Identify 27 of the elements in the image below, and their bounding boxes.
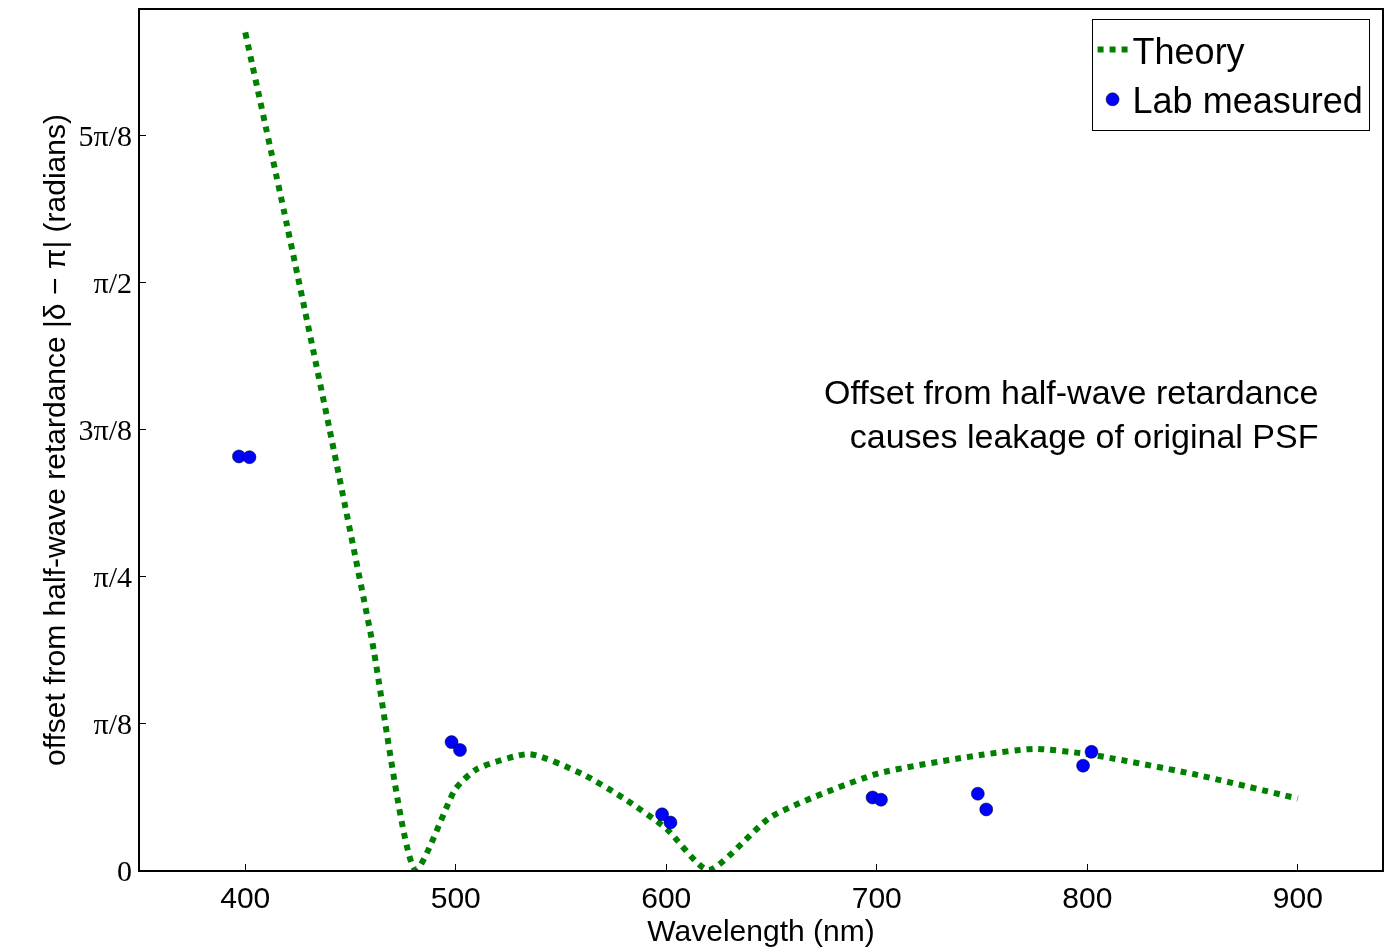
- x-tick-label: 700: [851, 881, 902, 914]
- x-tick-label: 400: [220, 881, 271, 914]
- point: [655, 807, 669, 822]
- x-tick-label: 900: [1272, 881, 1323, 914]
- y-tick-label: 3π/8: [78, 412, 132, 446]
- annotation: Offset from half-wave retardance causes leakage of original PSF: [824, 373, 1319, 456]
- x-tick-label: 500: [430, 881, 481, 914]
- y-tick-label: π/8: [93, 706, 132, 740]
- x-tick-label: 800: [1062, 881, 1113, 914]
- point: [1084, 745, 1099, 759]
- x-tick-label: 600: [641, 881, 692, 914]
- y-tick-label: 0: [117, 853, 132, 887]
- point: [242, 450, 257, 464]
- x-axis-title: Wavelength (nm): [647, 914, 875, 947]
- point: [874, 792, 888, 807]
- point: [979, 802, 993, 817]
- y-tick-label: π/2: [93, 266, 132, 300]
- point: [663, 815, 678, 830]
- y-tick-label: 5π/8: [78, 119, 132, 153]
- point: [971, 786, 985, 801]
- legend-label: Lab measured: [1132, 80, 1363, 122]
- point: [453, 743, 467, 757]
- legend-label: Theory: [1132, 30, 1245, 72]
- y-tick-label: π/4: [93, 559, 132, 593]
- point: [444, 735, 459, 749]
- point: [1076, 758, 1090, 773]
- y-axis-title: offset from half-wave retardance |δ − π| (radians): [38, 114, 72, 766]
